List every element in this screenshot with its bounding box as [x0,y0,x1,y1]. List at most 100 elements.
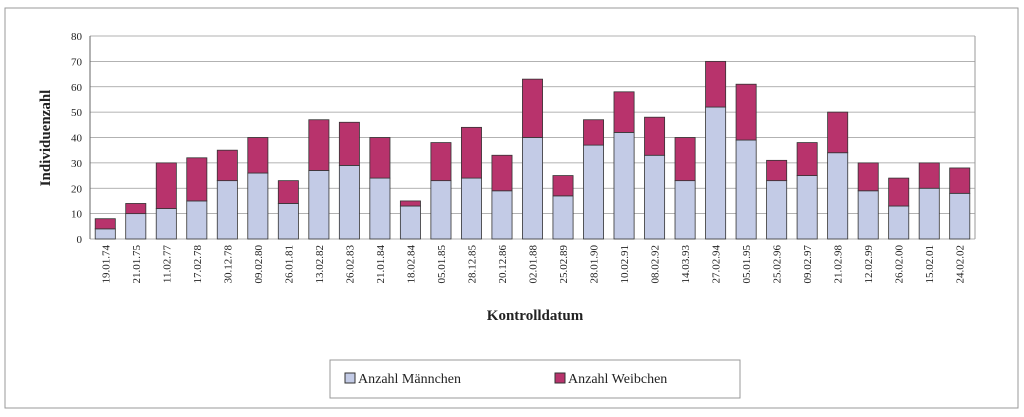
bar-segment [613,132,635,240]
y-tick-label: 20 [71,183,83,195]
bar-segment [125,203,147,215]
bar-segment [186,200,208,240]
legend-label: Anzahl Weibchen [568,372,667,387]
bar-segment [277,180,299,204]
bar-segment [216,180,238,240]
bar-segment [369,137,391,179]
bar-segment [796,142,818,176]
x-tick-label: 21.01.84 [375,245,387,284]
bar-segment [491,190,513,240]
bar-segment [460,177,482,240]
x-tick-label: 26.02.00 [894,245,906,284]
legend-label: Anzahl Männchen [358,372,461,387]
bar-segment [155,208,177,240]
legend-swatch [344,372,356,384]
bar-segment [644,154,666,240]
bar-segment [857,162,879,192]
x-tick-label: 25.02.96 [772,245,784,284]
bar-segment [949,167,971,194]
bar-segment [674,137,696,182]
x-tick-label: 12.02.99 [863,245,875,284]
x-tick-label: 15.02.01 [924,245,936,284]
x-tick-label: 10.02.91 [619,245,631,284]
x-tick-label: 11.02.77 [161,245,173,284]
x-tick-label: 18.02.84 [405,245,417,284]
x-tick-label: 24.02.02 [955,245,967,284]
bar-segment [430,180,452,240]
bar-segment [277,203,299,240]
x-tick-label: 09.02.80 [253,245,265,284]
x-tick-label: 25.02.89 [558,245,570,284]
bar-segment [247,172,269,240]
bar-segment [796,175,818,240]
bar-segment [522,78,543,138]
bar-segment [186,157,208,202]
bar-segment [766,180,788,240]
bar-segment [308,119,330,171]
bar-segment [399,205,421,240]
x-tick-label: 21.02.98 [833,245,845,284]
bar-segment [644,116,666,156]
x-tick-label: 30.12.78 [222,245,234,284]
bar-segment [155,162,177,209]
x-tick-label: 26.02.83 [344,245,356,284]
bar-segment [552,175,574,197]
legend-swatch [554,372,566,384]
bar-segment [399,200,421,207]
bar-segment [308,170,330,240]
bar-segment [125,213,147,240]
y-axis-title: Individuenzahl [38,90,54,187]
y-tick-label: 0 [77,234,83,246]
legend-box [329,359,741,399]
x-tick-label: 09.02.97 [802,245,814,284]
x-tick-label: 02.01.88 [528,245,540,284]
x-tick-label: 19.01.74 [100,245,112,284]
bar-segment [338,165,360,240]
y-tick-label: 40 [71,133,83,145]
bar-segment [827,152,849,240]
x-tick-label: 28.12.85 [466,245,478,284]
bar-segment [918,162,940,189]
y-tick-label: 50 [71,107,83,119]
x-tick-label: 21.01.75 [131,245,143,284]
bar-segment [491,154,513,192]
bar-segment [766,159,788,182]
bar-segment [247,137,269,174]
bar-segment [430,142,452,182]
y-tick-label: 60 [71,82,83,94]
bar-segment [338,121,360,166]
bar-segment [94,218,116,230]
bar-segment [460,126,482,179]
x-tick-label: 20.12.86 [497,245,509,284]
bar-segment [857,190,879,240]
bar-segment [369,177,391,240]
bar-segment [522,137,543,240]
y-tick-label: 80 [71,31,83,43]
x-axis-title: Kontrolldatum [487,308,584,324]
x-tick-label: 28.01.90 [589,245,601,284]
bar-segment [705,60,727,108]
x-tick-label: 17.02.78 [192,245,204,284]
bar-segment [583,144,605,240]
x-tick-label: 14.03.93 [680,245,692,284]
bar-segment [552,195,574,240]
x-tick-label: 26.01.81 [283,245,295,284]
y-tick-label: 10 [71,209,83,221]
bar-segment [674,180,696,240]
y-tick-label: 70 [71,56,83,68]
bar-segment [216,149,238,182]
x-tick-label: 13.02.82 [314,245,326,284]
bar-segment [827,111,849,154]
bar-segment [918,187,940,240]
x-tick-label: 08.02.92 [650,245,662,284]
x-tick-label: 05.01.95 [741,245,753,284]
bar-segment [888,205,910,240]
bar-segment [888,177,910,207]
bar-segment [735,139,757,240]
bar-segment [735,83,757,141]
bar-segment [583,119,605,146]
bar-segment [613,91,635,133]
y-tick-label: 30 [71,158,83,170]
bar-segment [94,228,116,240]
